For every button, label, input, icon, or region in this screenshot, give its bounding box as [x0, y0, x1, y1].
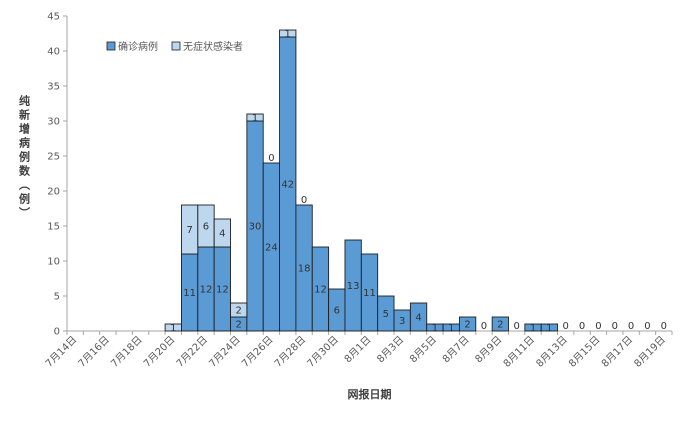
bar-value-label: 13: [347, 281, 360, 292]
x-tick-label: 8月19日: [632, 334, 668, 370]
x-tick-label: 7月26日: [239, 334, 275, 370]
bar-value-label: 2: [236, 306, 242, 317]
y-tick-label: 10: [47, 257, 60, 268]
bar-value-label: 0: [661, 321, 667, 332]
bar-confirmed: [491, 316, 509, 332]
y-tick-label: 30: [47, 117, 60, 128]
bar-value-label: 11: [183, 288, 196, 299]
bar-value-label: 1: [530, 323, 536, 334]
bar-value-label: 24: [265, 243, 278, 254]
legend-swatch-asymptomatic: [171, 41, 181, 51]
bar-value-label: 1: [432, 323, 438, 334]
x-tick-label: 8月9日: [473, 334, 505, 366]
bar-asymptomatic: [246, 113, 264, 122]
bar-value-label: 2: [464, 320, 470, 331]
legend-swatch-confirmed: [106, 41, 116, 51]
x-axis-title: 网报日期: [348, 387, 392, 401]
bar-confirmed: [540, 323, 558, 332]
bar-value-label: 0: [644, 321, 650, 332]
bar-value-label: 0: [579, 321, 585, 332]
y-tick-label: 15: [47, 222, 60, 233]
x-tick-label: 7月30日: [305, 334, 341, 370]
bar-value-label: 1: [170, 323, 176, 334]
y-tick-label: 20: [47, 187, 60, 198]
x-tick-label: 7月24日: [207, 334, 243, 370]
y-tick-label: 25: [47, 152, 60, 163]
bar-confirmed: [360, 253, 379, 332]
bar-value-label: 6: [334, 306, 340, 317]
y-tick-label: 40: [47, 47, 60, 58]
y-tick-label: 45: [47, 12, 60, 23]
bar-value-label: 0: [301, 195, 307, 206]
bar-asymptomatic: [164, 323, 182, 332]
bar-value-label: 30: [249, 222, 262, 233]
bar-value-label: 12: [314, 285, 327, 296]
bar-value-label: 42: [281, 180, 294, 191]
x-tick-label: 7月22日: [174, 334, 210, 370]
x-tick-label: 7月20日: [141, 334, 177, 370]
bar-value-label: 0: [612, 321, 618, 332]
bar-value-label: 1: [448, 323, 454, 334]
y-tick-label: 35: [47, 82, 60, 93]
y-tick-label: 0: [54, 327, 60, 338]
x-tick-label: 8月3日: [375, 334, 407, 366]
bar-confirmed: [458, 316, 477, 332]
bar-value-label: 1: [252, 113, 258, 124]
bar-value-label: 18: [298, 264, 311, 275]
bar-value-label: 0: [481, 321, 487, 332]
bar-value-label: 5: [383, 309, 389, 320]
bar-value-label: 0: [628, 321, 634, 332]
bar-asymptomatic: [230, 302, 248, 318]
bar-value-label: 0: [513, 321, 519, 332]
x-tick-label: 7月28日: [272, 334, 308, 370]
bar-value-label: 0: [595, 321, 601, 332]
x-tick-label: 8月1日: [342, 334, 374, 366]
bar-confirmed: [409, 302, 428, 332]
bar-value-label: 1: [546, 323, 552, 334]
bar-asymptomatic: [279, 29, 297, 38]
bar-value-label: 1: [285, 29, 291, 40]
x-tick-label: 7月18日: [109, 334, 145, 370]
bar-value-label: 2: [497, 320, 503, 331]
bar-value-label: 11: [363, 288, 376, 299]
x-tick-label: 7月14日: [43, 334, 79, 370]
x-tick-label: 8月17日: [599, 334, 635, 370]
bar-value-label: 3: [399, 316, 405, 327]
bar-value-label: 4: [415, 313, 421, 324]
x-tick-label: 8月11日: [501, 334, 537, 370]
legend-label-confirmed: 确诊病例: [118, 40, 158, 53]
y-axis-title: 纯新增病例数（例）: [18, 94, 32, 221]
x-tick-label: 7月16日: [76, 334, 112, 370]
x-tick-label: 8月13日: [534, 334, 570, 370]
bar-value-label: 0: [563, 321, 569, 332]
bar-value-label: 2: [236, 320, 242, 331]
bar-value-label: 12: [200, 285, 213, 296]
x-tick-label: 8月7日: [440, 334, 472, 366]
bar-value-label: 6: [203, 222, 209, 233]
bar-value-label: 4: [219, 229, 225, 240]
x-tick-label: 8月15日: [566, 334, 602, 370]
bar-asymptomatic: [213, 218, 231, 248]
bar-value-label: 12: [216, 285, 229, 296]
x-tick-label: 8月5日: [407, 334, 439, 366]
legend-label-asymptomatic: 无症状感染者: [183, 40, 243, 53]
bar-value-label: 7: [186, 225, 192, 236]
y-tick-label: 5: [54, 292, 60, 303]
bar-value-label: 0: [268, 153, 274, 164]
